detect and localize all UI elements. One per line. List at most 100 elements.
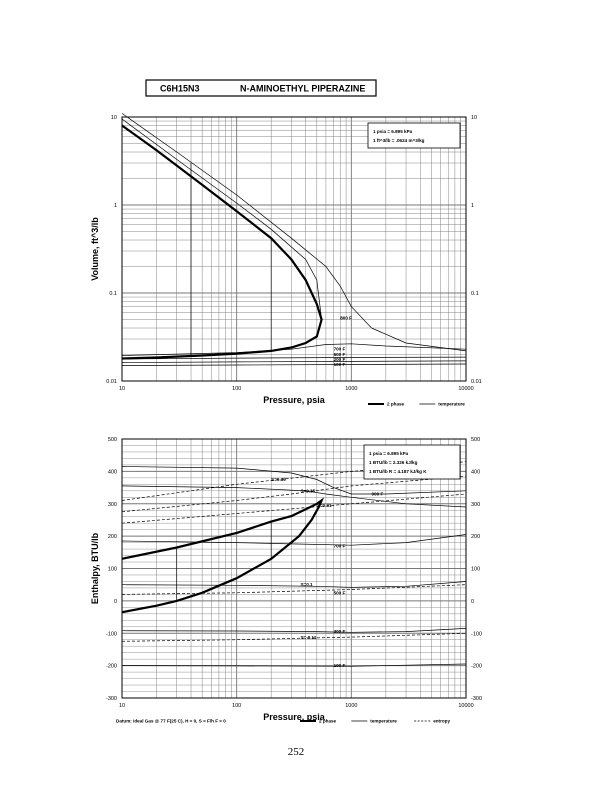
isotherm-line xyxy=(121,466,467,495)
conversion-note: 1 psia = 6.895 kPa xyxy=(369,451,409,456)
y-tick-label-left: 500 xyxy=(108,437,117,443)
y-tick-label-right: 300 xyxy=(471,502,480,508)
isotherm-label: 200 F xyxy=(334,357,346,362)
y-tick-label-right: 0.01 xyxy=(471,379,482,385)
isotherm-label: 700 F xyxy=(334,543,346,548)
entropy-line xyxy=(121,493,467,524)
conversion-note: 1 BTU/lb R = 4.187 kJ/kg K xyxy=(369,469,427,474)
x-tick-label: 100 xyxy=(232,386,241,392)
isotherm-line xyxy=(121,663,467,667)
isotherm-label: 100 F xyxy=(334,663,346,668)
x-tick-label: 10 xyxy=(119,386,125,392)
y-tick-label-left: 0.01 xyxy=(106,379,117,385)
isotherm-label: 800 F xyxy=(340,315,352,320)
isotherm-line xyxy=(121,356,467,360)
volume-conversion-notes: 1 psia = 6.895 kPa 1 ft^3/lb = .0624 m^3/… xyxy=(367,122,461,149)
notes-box xyxy=(363,444,461,480)
isotherm-label: 100 F xyxy=(334,362,346,367)
y-tick-label-left: -300 xyxy=(106,696,117,702)
notes-box xyxy=(367,122,461,149)
isotherm-label: 500 F xyxy=(334,590,346,595)
enthalpy-legend: 2 phase temperature entropy xyxy=(300,719,450,724)
isotherm-line xyxy=(121,113,467,352)
isotherm-label: 600 F xyxy=(334,352,346,357)
y-tick-label-left: 0.1 xyxy=(109,291,117,297)
compound-formula: C6H15N3 xyxy=(160,84,200,94)
enthalpy-datum-footnote: Datum: Ideal Gas @ 77 F(25 C), H = 0, S … xyxy=(116,719,226,724)
page-number: 252 xyxy=(287,746,305,758)
conversion-note: 1 psia = 6.895 kPa xyxy=(373,129,413,134)
y-tick-label-right: 0.1 xyxy=(471,291,479,297)
isotherm-line xyxy=(121,363,467,366)
entropy-line xyxy=(121,632,467,642)
legend-label: temperature xyxy=(438,402,465,407)
legend-label: 2 phase xyxy=(319,719,337,724)
isotherm-line xyxy=(121,118,322,320)
isotherm-line xyxy=(121,628,467,633)
isotherm-line xyxy=(121,485,467,508)
y-tick-label-right: -100 xyxy=(471,631,482,637)
legend-label: temperature xyxy=(370,719,397,724)
isotherm-line xyxy=(121,534,467,546)
entropy-label: S=0.35 xyxy=(300,488,315,493)
entropy-label: S=0.31 xyxy=(317,503,332,508)
entropy-line xyxy=(121,475,467,513)
x-tick-label: 10000 xyxy=(458,703,473,709)
enthalpy-chart-frame xyxy=(121,438,467,699)
y-tick-label-right: -200 xyxy=(471,664,482,670)
volume-legend: 2 phase temperature xyxy=(368,402,465,407)
y-tick-label-left: 100 xyxy=(108,567,117,573)
isotherm-label: 300 F xyxy=(334,629,346,634)
legend-label: 2 phase xyxy=(387,402,405,407)
enthalpy-y-axis-label: Enthalpy, BTU/lb xyxy=(90,532,100,604)
entropy-line xyxy=(121,584,467,595)
isotherm-label: 900 F xyxy=(372,492,384,497)
enthalpy-chart: 10 100 1000 10000-300-200-10001002003004005… xyxy=(90,437,482,724)
y-tick-label-right: -300 xyxy=(471,696,482,702)
enthalpy-chart-ticks: 10 100 1000 10000-300-200-10001002003004005… xyxy=(106,437,482,709)
y-tick-label-left: -200 xyxy=(106,664,117,670)
y-tick-label-right: 100 xyxy=(471,567,480,573)
enthalpy-chart-annotations: 900 F 700 F 500 F 300 F 100 F S=0.39 S=0.35 S=0… xyxy=(271,477,383,668)
volume-chart-curves xyxy=(121,113,467,366)
y-tick-label-right: 500 xyxy=(471,437,480,443)
y-tick-label-left: 400 xyxy=(108,469,117,475)
y-tick-label-right: 10 xyxy=(471,115,477,121)
conversion-note: 1 BTU/lb = 2.326 kJ/kg xyxy=(369,460,418,465)
compound-name: N-AMINOETHYL PIPERAZINE xyxy=(240,84,365,94)
y-tick-label-right: 200 xyxy=(471,534,480,540)
x-tick-label: 100 xyxy=(232,703,241,709)
x-tick-label: 1000 xyxy=(345,386,357,392)
conversion-note: 1 ft^3/lb = .0624 m^3/kg xyxy=(373,138,425,143)
volume-y-axis-label: Volume, ft^3/lb xyxy=(90,217,100,281)
y-tick-label-left: 1 xyxy=(114,203,117,209)
y-tick-label-right: 400 xyxy=(471,469,480,475)
isotherm-line xyxy=(121,581,467,588)
isotherm-label: 700 F xyxy=(334,347,346,352)
enthalpy-conversion-notes: 1 psia = 6.895 kPa 1 BTU/lb = 2.326 kJ/kg… xyxy=(363,444,461,480)
legend-label: entropy xyxy=(433,719,450,724)
entropy-label: S=0.39 xyxy=(271,477,286,482)
isotherm-line xyxy=(121,343,467,356)
y-tick-label-left: 200 xyxy=(108,534,117,540)
y-tick-label-right: 0 xyxy=(471,599,474,605)
y-tick-label-left: 300 xyxy=(108,502,117,508)
volume-chart-frame xyxy=(121,116,467,382)
enthalpy-chart-curves xyxy=(121,461,467,667)
x-tick-label: 1000 xyxy=(345,703,357,709)
y-tick-label-left: 10 xyxy=(111,115,117,121)
y-tick-label-left: -100 xyxy=(106,631,117,637)
two-phase-dome xyxy=(121,124,323,360)
x-tick-label: 10 xyxy=(119,703,125,709)
entropy-label: S=-0.11 xyxy=(300,635,316,640)
isotherm-line xyxy=(121,360,467,363)
entropy-line xyxy=(121,461,467,501)
x-tick-label: 10000 xyxy=(458,386,473,392)
entropy-label: S=0.1 xyxy=(300,582,313,587)
y-tick-label-left: 0 xyxy=(114,599,117,605)
header-box: C6H15N3 N-AMINOETHYL PIPERAZINE xyxy=(145,79,377,97)
volume-x-axis-label: Pressure, psia xyxy=(263,395,326,405)
